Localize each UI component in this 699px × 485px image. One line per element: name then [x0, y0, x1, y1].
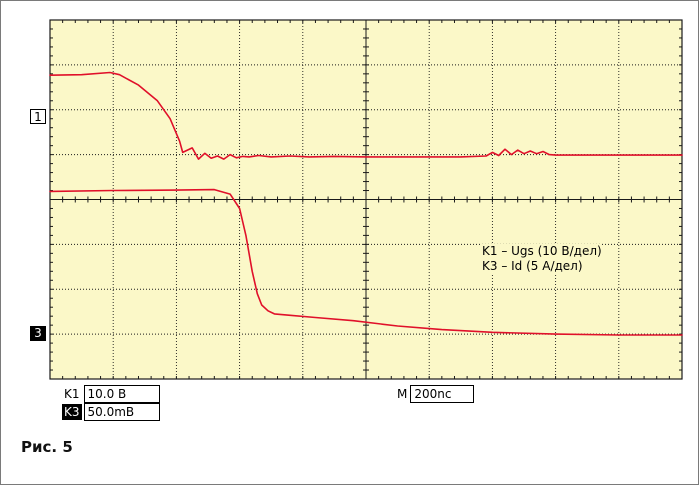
timebase-readout: M 200nc [395, 385, 475, 403]
k3-scale-value: 50.0mВ [83, 403, 160, 421]
scope-graticule [49, 19, 683, 380]
k3-id-trace [49, 188, 683, 336]
chart-legend: K1 – Ugs (10 В/дел) K3 – Id (5 А/дел) [482, 244, 602, 274]
k1-label: K1 [64, 387, 80, 401]
timebase-value: 200nc [410, 385, 475, 403]
k1-ugs-trace [49, 71, 683, 160]
k3-scale-readout: K3 50.0mВ [62, 403, 160, 421]
legend-entry-k1: K1 – Ugs (10 В/дел) [482, 244, 602, 259]
scope-traces [49, 71, 683, 336]
legend-entry-k3: K3 – Id (5 А/дел) [482, 259, 602, 274]
timebase-label: M [397, 387, 408, 401]
k1-scale-readout: K1 10.0 В [62, 385, 160, 403]
k1-scale-value: 10.0 В [83, 385, 160, 403]
k3-label: K3 [62, 404, 82, 420]
ch1-level-marker: 1 [30, 109, 46, 124]
ch3-level-marker: 3 [30, 326, 46, 341]
figure-caption: Рис. 5 [21, 438, 73, 456]
